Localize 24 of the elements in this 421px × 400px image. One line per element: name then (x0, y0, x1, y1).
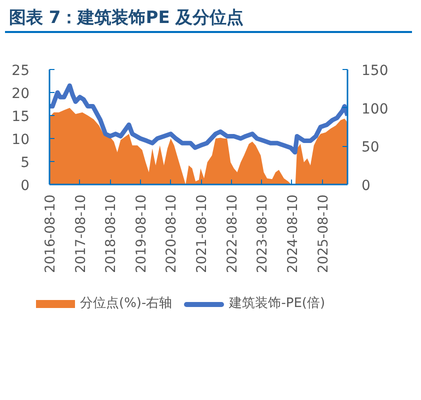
y-tick-label: 5 (20, 155, 30, 171)
chart-title: 图表 7：建筑装饰PE 及分位点 (9, 7, 244, 30)
x-tick-label: 2024-08-10 (284, 194, 301, 273)
y2-tick-label: 0 (362, 178, 370, 194)
legend-label: 建筑装饰-PE(倍) (229, 295, 326, 313)
legend-label: 分位点(%)-右轴 (80, 295, 172, 313)
y-tick-label: 10 (12, 132, 30, 148)
y-tick-label: 15 (12, 109, 30, 125)
y2-tick-label: 150 (362, 63, 388, 79)
x-tick-label: 2020-08-10 (164, 194, 180, 273)
x-tick-label: 2018-08-10 (103, 194, 120, 273)
x-tick-label: 2025-08-10 (315, 194, 332, 273)
y2-tick-label: 50 (362, 140, 380, 156)
x-tick-label: 2016-08-10 (42, 194, 58, 273)
x-tick-label: 2017-08-10 (72, 194, 89, 273)
x-tick-label: 2019-08-10 (133, 194, 150, 273)
y-tick-label: 0 (20, 178, 30, 194)
y-tick-label: 25 (12, 63, 30, 79)
y2-tick-label: 100 (362, 101, 388, 118)
x-tick-label: 2022-08-10 (224, 194, 240, 273)
line-series (50, 83, 348, 155)
y-tick-label: 20 (12, 86, 30, 102)
x-tick-label: 2023-08-10 (254, 194, 271, 273)
x-tick-label: 2021-08-10 (194, 194, 210, 273)
